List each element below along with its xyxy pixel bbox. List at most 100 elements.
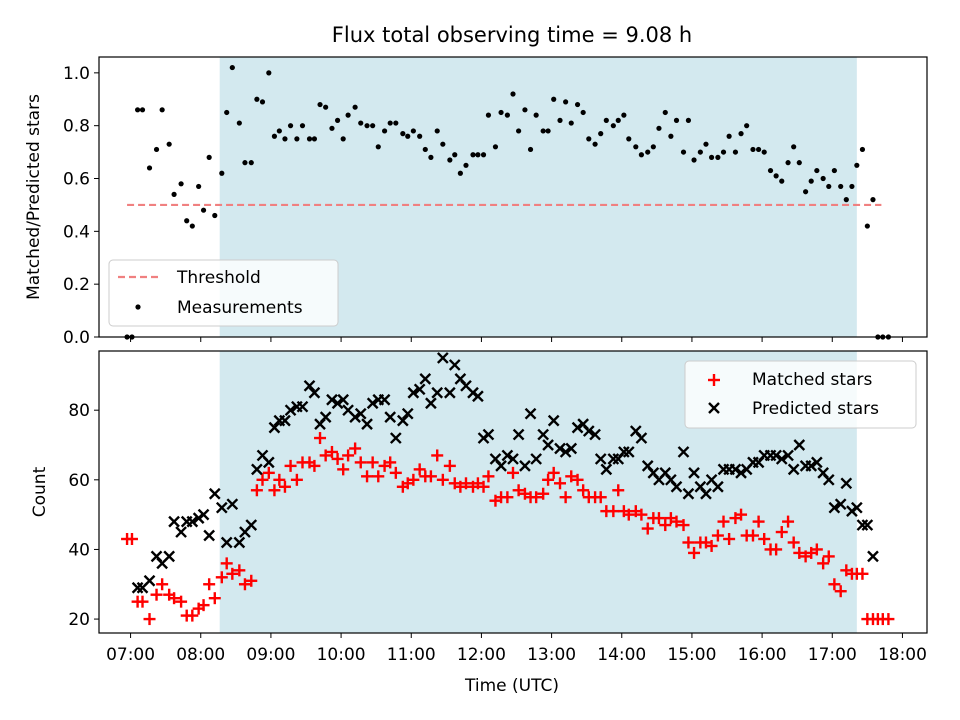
- measurement-point: [340, 136, 346, 142]
- predicted-star-point: [482, 428, 495, 441]
- matched-star-point: [354, 456, 367, 469]
- matched-star-point: [250, 484, 263, 497]
- matched-star-point: [215, 571, 228, 584]
- matched-star-point: [268, 484, 281, 497]
- matched-star-point: [337, 463, 350, 476]
- predicted-star-point: [547, 414, 560, 427]
- matched-star-point: [547, 466, 560, 479]
- bottom-panel-y-ticks: 20 40 60 80: [68, 401, 99, 630]
- measurement-point: [580, 109, 586, 116]
- predicted-star-point: [308, 386, 321, 399]
- predicted-star-point: [303, 379, 316, 392]
- matched-star-point: [407, 473, 420, 486]
- measurement-point: [773, 173, 779, 179]
- measurement-point: [838, 183, 844, 190]
- predicted-star-point: [296, 400, 309, 413]
- measurement-point: [492, 144, 499, 150]
- measurement-point: [808, 178, 814, 184]
- matched-star-point: [817, 557, 830, 570]
- matched-star-point: [372, 470, 385, 483]
- measurement-point: [334, 117, 341, 123]
- predicted-star-point: [203, 529, 216, 542]
- predicted-star-point: [856, 519, 869, 531]
- predicted-star-point: [867, 550, 879, 563]
- predicted-star-point: [537, 428, 550, 441]
- legend-measurements-swatch: [135, 304, 141, 310]
- measurement-point: [364, 123, 370, 129]
- matched-star-point: [150, 588, 163, 601]
- matched-star-point: [501, 491, 514, 504]
- predicted-star-point: [635, 432, 648, 444]
- measurement-point: [826, 183, 832, 190]
- matched-star-point: [810, 543, 823, 556]
- predicted-star-point: [787, 463, 800, 476]
- measurement-point: [750, 146, 756, 153]
- measurement-point: [311, 136, 318, 142]
- measurement-point: [266, 70, 272, 76]
- predicted-star-point: [495, 460, 507, 472]
- predicted-star-point: [677, 446, 690, 458]
- predicted-star-point: [524, 407, 537, 420]
- measurement-point: [294, 136, 300, 142]
- predicted-star-point: [208, 487, 221, 500]
- matched-star-point: [278, 480, 291, 493]
- matched-star-point: [459, 477, 472, 490]
- measurement-point: [870, 197, 876, 203]
- matched-star-point: [314, 432, 327, 445]
- measurement-point: [854, 162, 860, 168]
- measurement-point: [673, 117, 680, 123]
- measurement-point: [791, 144, 797, 150]
- predicted-star-point: [542, 439, 554, 451]
- top-panel: 0.0 0.2 0.4 0.6 0.8 1.0 Matched/Predicted sta…: [24, 56, 928, 348]
- matched-star-point: [424, 470, 437, 483]
- predicted-star-point: [175, 526, 187, 538]
- matched-star-point: [782, 515, 795, 528]
- measurement-point: [229, 64, 235, 71]
- predicted-star-point: [472, 390, 484, 403]
- predicted-star-point: [729, 463, 742, 476]
- top-y-tick-label: 0.4: [63, 222, 90, 242]
- matched-star-point: [565, 470, 578, 483]
- measurement-point: [767, 167, 774, 174]
- x-tick-label: 14:00: [597, 645, 646, 665]
- measurement-point: [522, 107, 528, 113]
- matched-star-point: [559, 491, 572, 504]
- predicted-star-point: [220, 536, 233, 549]
- predicted-star-point: [197, 508, 210, 521]
- predicted-star-point: [600, 463, 613, 476]
- matched-star-point: [226, 567, 239, 580]
- predicted-star-point: [361, 418, 373, 430]
- measurement-point: [287, 123, 294, 129]
- predicted-star-point: [554, 442, 566, 455]
- predicted-star-point: [770, 449, 782, 462]
- measurement-point: [212, 212, 218, 219]
- matched-star-point: [319, 449, 332, 462]
- matched-star-point: [554, 477, 567, 490]
- matched-star-point: [325, 445, 338, 458]
- x-tick-label: 16:00: [738, 645, 787, 665]
- matched-star-point: [203, 578, 216, 591]
- predicted-star-point: [582, 425, 595, 437]
- predicted-star-point: [245, 519, 258, 531]
- matched-star-point: [746, 529, 759, 542]
- measurement-point: [166, 141, 172, 147]
- matched-star-point: [186, 609, 199, 622]
- matched-star-point: [175, 595, 188, 608]
- measurement-point: [470, 152, 476, 158]
- measurement-point: [662, 109, 668, 116]
- measurement-point: [375, 144, 381, 150]
- predicted-star-point: [396, 414, 409, 427]
- predicted-star-point: [419, 373, 432, 385]
- matched-star-point: [612, 484, 625, 497]
- top-panel-x-ticks: [130, 337, 903, 342]
- measurement-point: [422, 146, 428, 153]
- legend-matched-swatch: [708, 374, 720, 386]
- matched-star-point: [530, 491, 543, 504]
- measurement-point: [393, 120, 399, 126]
- measurement-point: [159, 107, 165, 113]
- x-tick-label: 17:00: [808, 645, 857, 665]
- measurement-point: [184, 218, 190, 224]
- measurement-point: [447, 157, 453, 163]
- measurement-point: [527, 146, 534, 153]
- measurement-point: [516, 128, 522, 134]
